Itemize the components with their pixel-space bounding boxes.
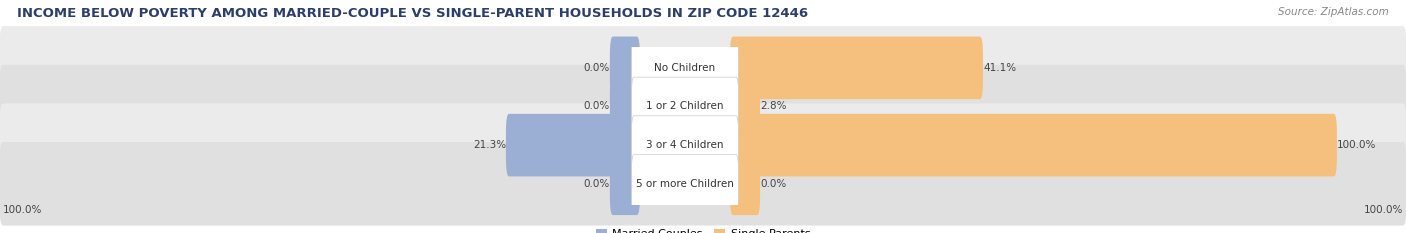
Text: INCOME BELOW POVERTY AMONG MARRIED-COUPLE VS SINGLE-PARENT HOUSEHOLDS IN ZIP COD: INCOME BELOW POVERTY AMONG MARRIED-COUPL… — [17, 7, 808, 20]
FancyBboxPatch shape — [631, 116, 738, 175]
FancyBboxPatch shape — [631, 77, 738, 136]
FancyBboxPatch shape — [0, 65, 1406, 148]
FancyBboxPatch shape — [0, 103, 1406, 187]
FancyBboxPatch shape — [506, 114, 640, 176]
Text: 41.1%: 41.1% — [983, 63, 1017, 73]
FancyBboxPatch shape — [730, 75, 761, 138]
Text: 5 or more Children: 5 or more Children — [636, 179, 734, 189]
FancyBboxPatch shape — [610, 75, 640, 138]
Text: 21.3%: 21.3% — [472, 140, 506, 150]
Text: 0.0%: 0.0% — [761, 179, 786, 189]
Text: 0.0%: 0.0% — [583, 63, 610, 73]
Text: 100.0%: 100.0% — [1337, 140, 1376, 150]
Text: 2.8%: 2.8% — [761, 102, 786, 112]
Text: 1 or 2 Children: 1 or 2 Children — [647, 102, 724, 112]
Text: 0.0%: 0.0% — [583, 102, 610, 112]
Text: 100.0%: 100.0% — [3, 205, 42, 215]
FancyBboxPatch shape — [730, 152, 761, 215]
FancyBboxPatch shape — [610, 37, 640, 99]
FancyBboxPatch shape — [631, 154, 738, 213]
Text: Source: ZipAtlas.com: Source: ZipAtlas.com — [1278, 7, 1389, 17]
FancyBboxPatch shape — [0, 26, 1406, 110]
Legend: Married Couples, Single Parents: Married Couples, Single Parents — [592, 225, 814, 233]
FancyBboxPatch shape — [610, 152, 640, 215]
Text: No Children: No Children — [654, 63, 716, 73]
Text: 100.0%: 100.0% — [1364, 205, 1403, 215]
FancyBboxPatch shape — [730, 114, 1337, 176]
Text: 0.0%: 0.0% — [583, 179, 610, 189]
FancyBboxPatch shape — [0, 142, 1406, 226]
FancyBboxPatch shape — [631, 38, 738, 97]
FancyBboxPatch shape — [730, 37, 983, 99]
Text: 3 or 4 Children: 3 or 4 Children — [647, 140, 724, 150]
